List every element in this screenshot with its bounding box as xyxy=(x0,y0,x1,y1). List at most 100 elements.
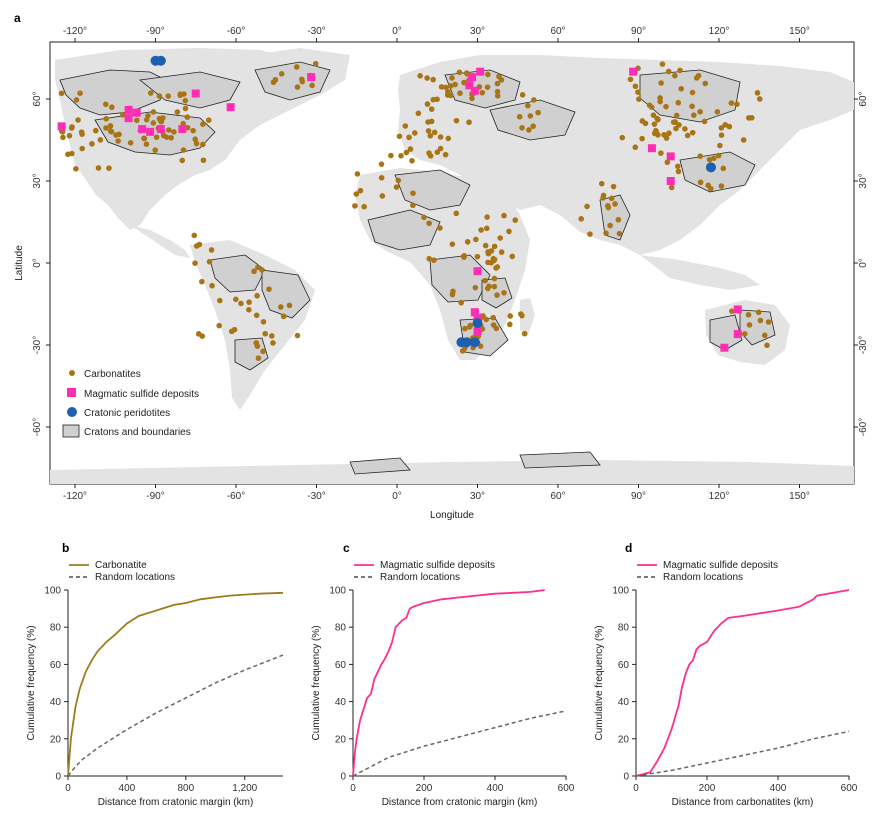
carbonatite-point xyxy=(665,68,672,75)
panel-c-letter: c xyxy=(343,541,350,555)
carbonatite-point xyxy=(498,77,505,83)
carbonatite-point xyxy=(253,312,260,319)
carbonatite-point xyxy=(639,135,645,142)
legend-label: Magmatic sulfide deposits xyxy=(380,560,495,571)
sulfide-point xyxy=(57,122,66,131)
carbonatite-point xyxy=(462,325,468,332)
sulfide-point xyxy=(468,73,477,82)
carbonatite-point xyxy=(278,71,285,77)
y-tick-label: 100 xyxy=(44,586,61,597)
carbonatite-point xyxy=(206,258,213,265)
lon-tick-label-top: 60° xyxy=(550,26,565,37)
carbonatite-point xyxy=(501,212,507,219)
peridotite-point xyxy=(705,162,716,173)
lon-tick-label-bottom: 150° xyxy=(789,491,810,502)
carbonatite-point xyxy=(238,300,244,307)
carbonatite-point xyxy=(95,165,102,171)
carbonatite-point xyxy=(655,116,661,123)
carbonatite-point xyxy=(449,75,455,81)
carbonatite-point xyxy=(66,132,73,139)
carbonatite-point xyxy=(411,130,418,136)
carbonatite-point xyxy=(627,76,634,83)
peridotite-point xyxy=(472,318,483,329)
carbonatite-point xyxy=(107,123,114,129)
carbonatite-point xyxy=(636,96,642,102)
carbonatite-point xyxy=(697,108,703,115)
x-tick-label: 0 xyxy=(350,783,356,794)
carbonatite-point xyxy=(663,135,670,141)
carbonatite-point xyxy=(605,204,612,211)
carbonatite-point xyxy=(715,152,722,159)
carbonatite-point xyxy=(92,127,99,134)
carbonatite-point xyxy=(115,138,121,144)
y-tick-label: 20 xyxy=(335,734,347,745)
carbonatite-point xyxy=(612,201,618,207)
legend-label: Random locations xyxy=(380,572,460,583)
carbonatite-point xyxy=(437,225,443,231)
carbonatite-point xyxy=(658,150,664,156)
carbonatite-point xyxy=(378,161,385,167)
legend-marker-cratons xyxy=(62,424,80,438)
carbonatite-point xyxy=(461,79,467,86)
carbonatite-point xyxy=(378,174,385,181)
y-tick-label: 0 xyxy=(340,772,346,783)
carbonatite-point xyxy=(208,247,215,253)
carbonatite-point xyxy=(697,179,704,186)
lat-tick-label-right: 30° xyxy=(858,173,869,188)
x-tick-label: 400 xyxy=(119,783,136,794)
lon-tick-label-top: -30° xyxy=(307,26,325,37)
lon-tick-label-top: 90° xyxy=(631,26,646,37)
x-tick-label: 0 xyxy=(633,783,639,794)
carbonatite-point xyxy=(755,309,762,316)
carbonatite-point xyxy=(761,332,768,339)
lon-tick-label-top: -60° xyxy=(227,26,245,37)
chart-d: 0 20 40 60 80 100 0 200 400 600 Distance from carb… xyxy=(594,560,858,808)
lon-tick-label-top: 120° xyxy=(709,26,730,37)
carbonatite-point xyxy=(209,282,215,289)
carbonatite-point xyxy=(255,264,261,271)
lon-tick-label-top: 0° xyxy=(392,26,402,37)
carbonatite-point xyxy=(426,220,432,227)
carbonatite-point xyxy=(232,296,239,303)
carbonatite-point xyxy=(483,225,490,232)
lat-tick-label-left: 30° xyxy=(32,173,43,188)
carbonatite-point xyxy=(445,135,452,142)
carbonatite-point xyxy=(474,253,481,260)
peridotite-points xyxy=(150,55,716,348)
carbonatite-point xyxy=(395,177,402,184)
panel-d-letter: d xyxy=(625,541,632,555)
carbonatite-point xyxy=(689,129,696,136)
carbonatite-point xyxy=(134,117,140,124)
carbonatite-point xyxy=(280,313,287,320)
carbonatite-point xyxy=(147,90,154,96)
sulfide-point xyxy=(629,67,638,76)
lon-tick-label-bottom: 60° xyxy=(550,491,565,502)
x-axis-label: Distance from carbonatites (km) xyxy=(672,797,814,808)
carbonatite-point xyxy=(200,121,206,127)
carbonatite-point xyxy=(73,166,79,172)
peridotite-point xyxy=(469,337,480,348)
carbonatite-point xyxy=(673,125,679,132)
carbonatite-point xyxy=(260,348,266,355)
carbonatite-point xyxy=(379,193,386,199)
world-map: -120° -90° -60° -30° 0° 30° 60° 90° 120° 150° -12… xyxy=(14,26,869,521)
lon-ticks-bottom: -120° -90° -60° -30° 0° 30° 60° 90° 120° 150° xyxy=(63,484,810,502)
carbonatite-point xyxy=(506,228,512,235)
carbonatite-point xyxy=(490,322,497,328)
carbonatite-point xyxy=(199,278,205,285)
lat-tick-label-left: 0° xyxy=(32,258,43,268)
lon-tick-label-bottom: -30° xyxy=(307,491,325,502)
carbonatite-point xyxy=(410,190,416,196)
chart-b: 0 20 40 60 80 100 0 400 800 1,200 Distance from cr… xyxy=(26,560,284,808)
land-antarctica xyxy=(50,460,854,484)
carbonatite-point xyxy=(442,151,449,158)
sulfide-point xyxy=(470,86,479,95)
legend-marker-carbonatites xyxy=(69,370,75,376)
carbonatite-point xyxy=(764,342,770,349)
carbonatite-point xyxy=(675,99,682,106)
carbonatite-point xyxy=(262,330,269,337)
carbonatite-point xyxy=(437,134,444,140)
x-tick-label: 400 xyxy=(487,783,504,794)
carbonatite-point xyxy=(493,265,499,271)
